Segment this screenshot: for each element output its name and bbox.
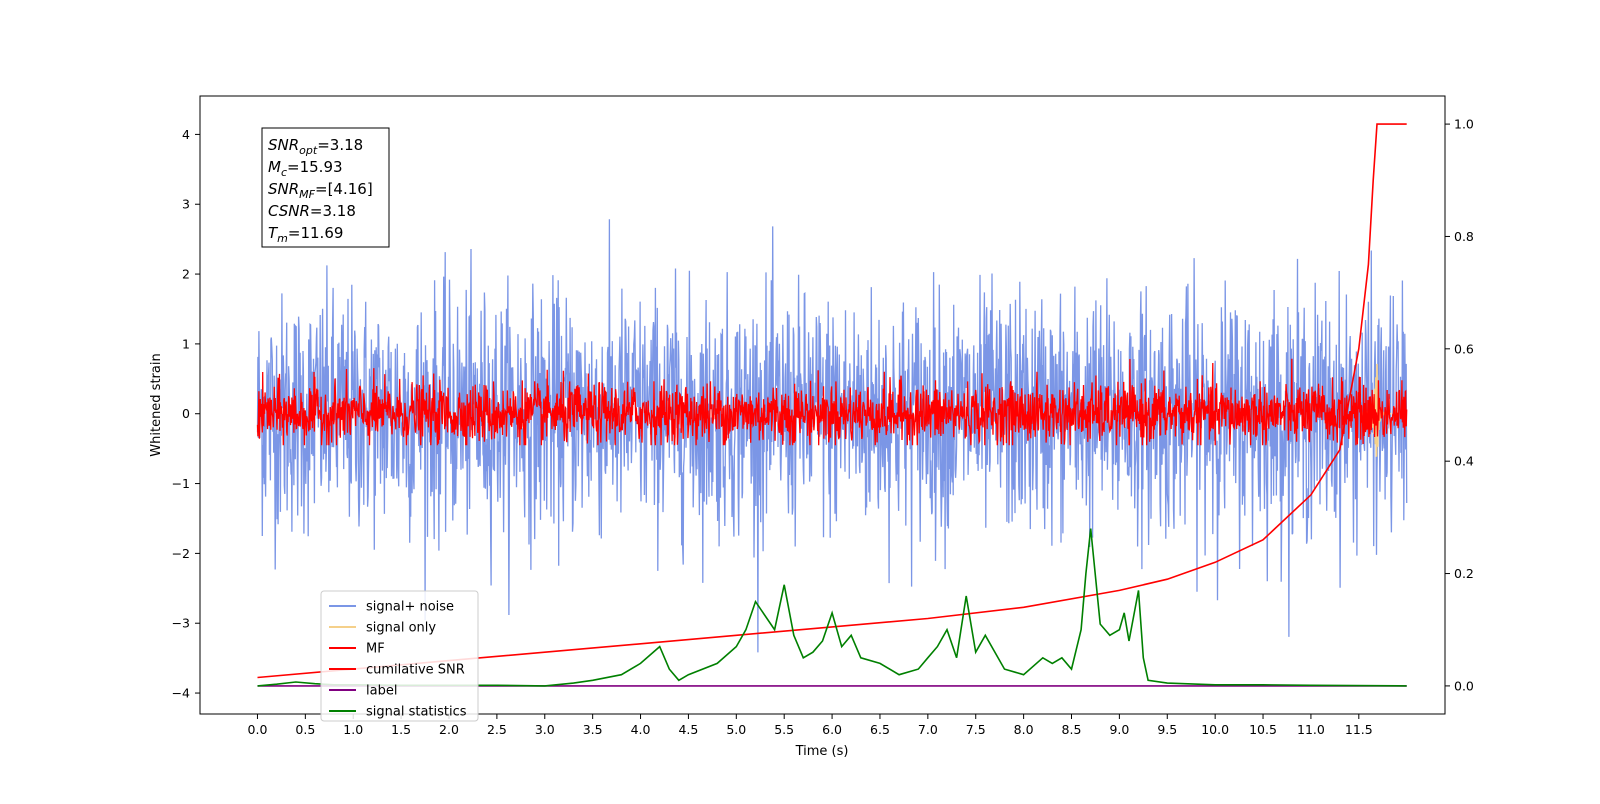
x-tick-label: 0.0 bbox=[248, 722, 268, 737]
y-right-tick-label: 0.4 bbox=[1454, 454, 1474, 469]
annotation-frame bbox=[261, 127, 390, 248]
series-mf bbox=[256, 358, 1408, 446]
y-left-tick-label: −4 bbox=[172, 686, 190, 701]
x-tick-label: 1.0 bbox=[343, 722, 363, 737]
annotation-box: SNRopt=3.18Mc=15.93SNRMF=[4.16]CSNR=3.18… bbox=[261, 127, 390, 248]
x-tick-label: 6.0 bbox=[822, 722, 842, 737]
y-left-tick-label: 4 bbox=[182, 127, 190, 142]
y-left-tick-label: −2 bbox=[172, 546, 190, 561]
x-tick-label: 5.0 bbox=[726, 722, 746, 737]
legend-frame bbox=[320, 590, 479, 722]
y-right-tick-label: 1.0 bbox=[1454, 117, 1474, 132]
x-axis-label: Time (s) bbox=[795, 744, 849, 759]
x-tick-label: 0.5 bbox=[295, 722, 315, 737]
y-right-tick-label: 0.8 bbox=[1454, 229, 1474, 244]
y-axis-label: Whitened strain bbox=[149, 353, 164, 456]
x-tick-label: 9.5 bbox=[1157, 722, 1177, 737]
legend-label: signal statistics bbox=[366, 705, 467, 720]
x-tick-label: 2.5 bbox=[487, 722, 507, 737]
x-tick-label: 10.5 bbox=[1249, 722, 1277, 737]
legend-label: label bbox=[366, 684, 397, 699]
x-tick-label: 7.5 bbox=[966, 722, 986, 737]
x-tick-label: 4.0 bbox=[631, 722, 651, 737]
x-tick-label: 11.5 bbox=[1345, 722, 1373, 737]
x-tick-label: 7.0 bbox=[918, 722, 938, 737]
series-cumilative-snr bbox=[257, 123, 1407, 679]
x-tick-label: 5.5 bbox=[774, 722, 794, 737]
annotation-line: Tm=11.69 bbox=[268, 224, 343, 245]
x-tick-label: 6.5 bbox=[870, 722, 890, 737]
x-tick-label: 9.0 bbox=[1109, 722, 1129, 737]
annotation-line: CSNR=3.18 bbox=[268, 202, 356, 220]
annotation-line: SNRopt=3.18 bbox=[268, 136, 363, 157]
y-right-tick-label: 0.2 bbox=[1454, 566, 1474, 581]
x-tick-label: 3.5 bbox=[583, 722, 603, 737]
x-tick-label: 8.0 bbox=[1014, 722, 1034, 737]
legend-label: signal+ noise bbox=[366, 600, 454, 615]
y-right-tick-label: 0.0 bbox=[1454, 678, 1474, 693]
legend-label: cumilative SNR bbox=[366, 663, 465, 678]
annotation-line: Mc=15.93 bbox=[268, 158, 343, 179]
x-tick-label: 11.0 bbox=[1297, 722, 1325, 737]
series-signal-noise bbox=[256, 219, 1408, 653]
y-left-tick-label: 3 bbox=[182, 197, 190, 212]
y-left-tick-label: 2 bbox=[182, 267, 190, 282]
x-tick-label: 3.0 bbox=[535, 722, 555, 737]
y-left-tick-label: 1 bbox=[182, 336, 190, 351]
y-right-tick-label: 0.6 bbox=[1454, 341, 1474, 356]
x-tick-label: 2.0 bbox=[439, 722, 459, 737]
x-tick-label: 10.0 bbox=[1201, 722, 1229, 737]
plot-frame bbox=[199, 95, 1446, 715]
x-tick-label: 1.5 bbox=[391, 722, 411, 737]
y-left-tick-label: 0 bbox=[182, 406, 190, 421]
annotation-line: SNRMF=[4.16] bbox=[268, 180, 373, 201]
legend-label: signal only bbox=[366, 621, 436, 636]
y-left-tick-label: −3 bbox=[172, 616, 190, 631]
legend-label: MF bbox=[366, 642, 385, 657]
x-tick-label: 8.5 bbox=[1062, 722, 1082, 737]
series-signal-statistics bbox=[257, 528, 1407, 687]
legend: signal+ noise signal only MF cumilative SNR… bbox=[320, 590, 479, 722]
y-left-tick-label: −1 bbox=[172, 476, 190, 491]
x-tick-label: 4.5 bbox=[678, 722, 698, 737]
